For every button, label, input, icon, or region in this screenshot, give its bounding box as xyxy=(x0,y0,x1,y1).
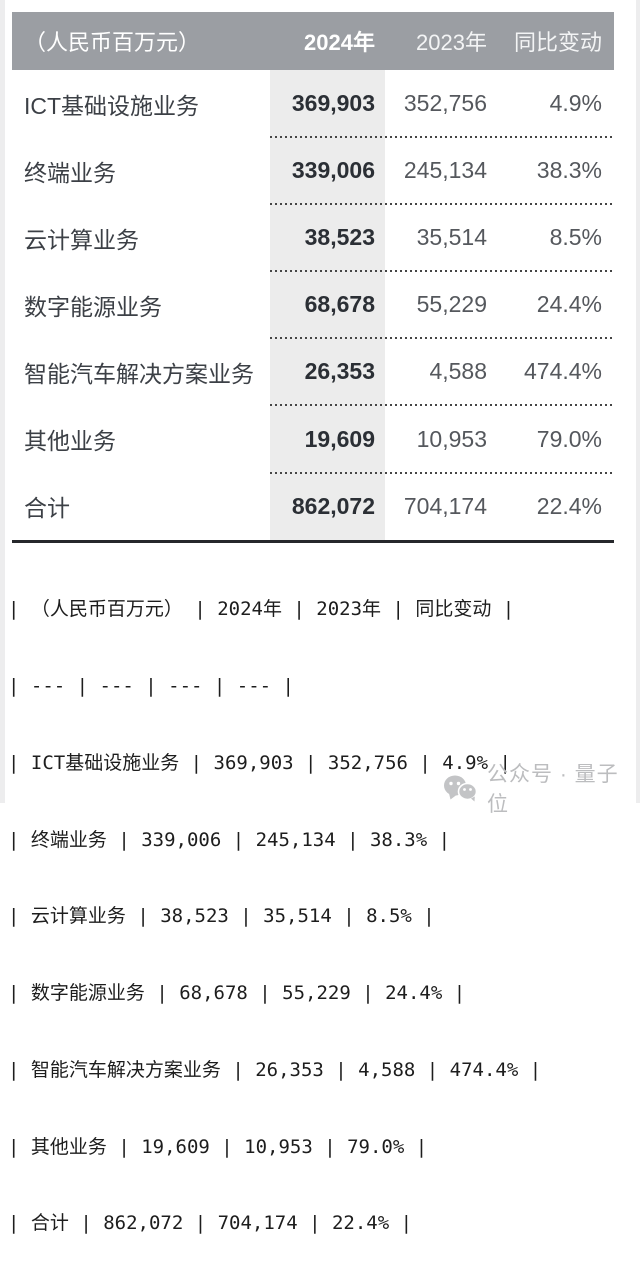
yoy-change: 474.4% xyxy=(523,358,602,385)
row-label: 合计 xyxy=(24,495,70,522)
value-2024: 19,609 xyxy=(304,425,375,452)
table-row: 其他业务 19,609 10,953 79.0% xyxy=(12,405,614,474)
markdown-line: | ICT基础设施业务 | 369,903 | 352,756 | 4.9% | xyxy=(8,751,511,774)
watermark: 公众号 · 量子位 xyxy=(442,758,640,818)
markdown-line: | --- | --- | --- | --- | xyxy=(8,674,294,697)
markdown-line: | （人民币百万元） | 2024年 | 2023年 | 同比变动 | xyxy=(8,598,515,621)
watermark-text: 公众号 · 量子位 xyxy=(487,763,619,816)
table-row: ICT基础设施业务 369,903 352,756 4.9% xyxy=(12,70,614,139)
table-row: 终端业务 339,006 245,134 38.3% xyxy=(12,137,614,206)
table-header-row: （人民币百万元） 2024年 2023年 同比变动 xyxy=(12,12,614,70)
value-2024: 38,523 xyxy=(304,224,375,251)
table-row: 数字能源业务 68,678 55,229 24.4% xyxy=(12,271,614,340)
row-label: 其他业务 xyxy=(24,428,116,455)
row-label: ICT基础设施业务 xyxy=(24,92,200,119)
markdown-line: | 数字能源业务 | 68,678 | 55,229 | 24.4% | xyxy=(8,982,466,1005)
yoy-change: 22.4% xyxy=(536,492,602,519)
value-2024: 68,678 xyxy=(304,291,375,318)
yoy-change: 38.3% xyxy=(536,157,602,184)
value-2023: 55,229 xyxy=(416,291,487,318)
column-header-2024: 2024年 xyxy=(304,30,375,55)
table-body: ICT基础设施业务 369,903 352,756 4.9% 终端业务 339,… xyxy=(12,70,614,543)
page-left-edge xyxy=(0,0,5,803)
table-row: 云计算业务 38,523 35,514 8.5% xyxy=(12,204,614,273)
value-2023: 352,756 xyxy=(403,90,487,117)
row-label: 数字能源业务 xyxy=(24,293,162,320)
markdown-line: | 合计 | 862,072 | 704,174 | 22.4% | xyxy=(8,1212,413,1235)
table-row: 智能汽车解决方案业务 26,353 4,588 474.4% xyxy=(12,338,614,407)
revenue-table: （人民币百万元） 2024年 2023年 同比变动 ICT基础设施业务 369,… xyxy=(12,12,614,543)
value-2023: 245,134 xyxy=(403,157,487,184)
table-row-total: 合计 862,072 704,174 22.4% xyxy=(12,473,614,540)
column-header-2023: 2023年 xyxy=(416,30,487,55)
value-2023: 10,953 xyxy=(416,425,487,452)
markdown-table-text: | （人民币百万元） | 2024年 | 2023年 | 同比变动 | | --… xyxy=(8,546,636,1263)
row-label: 云计算业务 xyxy=(24,226,139,253)
markdown-line: | 云计算业务 | 38,523 | 35,514 | 8.5% | xyxy=(8,905,435,928)
column-header-unit: （人民币百万元） xyxy=(24,30,201,55)
value-2024: 26,353 xyxy=(304,358,375,385)
value-2024: 862,072 xyxy=(291,492,375,519)
column-2024-highlight xyxy=(270,70,385,540)
value-2023: 704,174 xyxy=(403,492,487,519)
column-header-change: 同比变动 xyxy=(513,30,602,55)
value-2023: 35,514 xyxy=(416,224,487,251)
page-right-edge xyxy=(636,0,640,803)
wechat-icon xyxy=(442,774,478,802)
yoy-change: 8.5% xyxy=(549,224,602,251)
markdown-line: | 其他业务 | 19,609 | 10,953 | 79.0% | xyxy=(8,1135,428,1158)
value-2024: 339,006 xyxy=(291,157,375,184)
row-label: 智能汽车解决方案业务 xyxy=(24,360,254,387)
value-2023: 4,588 xyxy=(429,358,487,385)
row-label: 终端业务 xyxy=(24,159,116,186)
markdown-line: | 终端业务 | 339,006 | 245,134 | 38.3% | xyxy=(8,828,451,851)
yoy-change: 4.9% xyxy=(549,90,602,117)
markdown-line: | 智能汽车解决方案业务 | 26,353 | 4,588 | 474.4% | xyxy=(8,1058,542,1081)
value-2024: 369,903 xyxy=(291,90,375,117)
yoy-change: 79.0% xyxy=(536,425,602,452)
yoy-change: 24.4% xyxy=(536,291,602,318)
